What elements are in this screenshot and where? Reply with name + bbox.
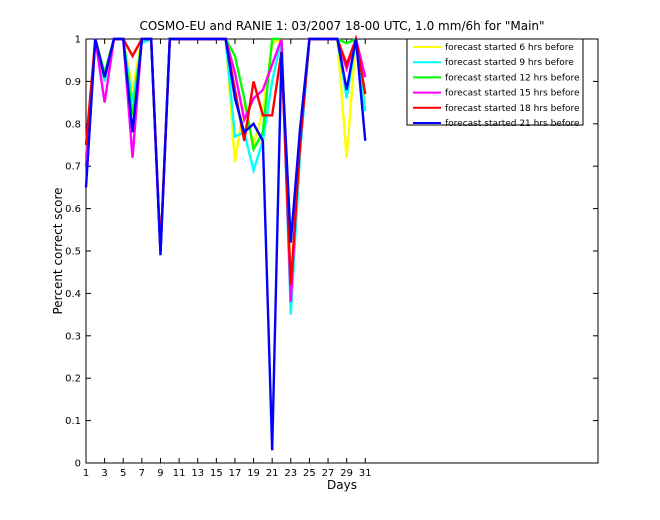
- legend-entry-label: forecast started 6 hrs before: [445, 43, 574, 53]
- y-axis-label: Percent correct score: [51, 187, 65, 314]
- legend: forecast started 6 hrs before forecast st…: [406, 38, 584, 129]
- x-tick-label: 21: [266, 468, 279, 479]
- legend-entry-label: forecast started 12 hrs before: [445, 73, 580, 83]
- y-tick-label: 0.7: [65, 162, 81, 173]
- x-tick-label: 27: [322, 468, 335, 479]
- y-tick-label: 0.9: [65, 77, 81, 88]
- x-tick-label: 11: [173, 468, 186, 479]
- axis-ticks: [85, 38, 598, 464]
- x-tick-label: 13: [191, 468, 204, 479]
- legend-entry-label: forecast started 15 hrs before: [445, 89, 580, 99]
- x-tick-label: 5: [120, 468, 126, 479]
- y-tick-label: 0: [75, 459, 81, 470]
- series-lines: [84, 34, 367, 451]
- y-tick-label: 0.4: [65, 289, 81, 300]
- y-tick-labels: 0 0.1 0.2 0.3 0.4 0.5 0.6 0.7 0.8 0.9 1: [65, 35, 81, 470]
- legend-entry-label: forecast started 21 hrs before: [445, 119, 580, 129]
- x-tick-label: 17: [229, 468, 242, 479]
- y-tick-label: 0.5: [65, 247, 81, 258]
- x-tick-label: 29: [340, 468, 353, 479]
- legend-box: [406, 38, 584, 126]
- series-line-6: [84, 37, 367, 451]
- x-tick-label: 19: [247, 468, 260, 479]
- x-tick-label: 1: [83, 468, 89, 479]
- x-axis-label: Days: [327, 478, 357, 492]
- x-tick-label: 9: [157, 468, 163, 479]
- x-tick-label: 7: [139, 468, 145, 479]
- y-tick-label: 0.8: [65, 119, 81, 130]
- y-tick-label: 0.2: [65, 374, 81, 385]
- x-tick-label: 23: [284, 468, 297, 479]
- chart-title: COSMO-EU and RANIE 1: 03/2007 18-00 UTC,…: [139, 19, 544, 33]
- x-tick-label: 31: [359, 468, 372, 479]
- legend-entry-label: forecast started 9 hrs before: [445, 58, 574, 68]
- x-tick-labels: 1 3 5 7 9 11 13 15 17 19 21 23 25 27 29 31: [83, 468, 372, 479]
- x-tick-label: 25: [303, 468, 316, 479]
- y-tick-label: 0.6: [65, 204, 81, 215]
- x-tick-label: 15: [210, 468, 223, 479]
- y-tick-label: 0.1: [65, 416, 81, 427]
- legend-entry-label: forecast started 18 hrs before: [445, 104, 580, 114]
- x-tick-label: 3: [101, 468, 107, 479]
- y-tick-label: 1: [75, 35, 81, 46]
- y-tick-label: 0.3: [65, 331, 81, 342]
